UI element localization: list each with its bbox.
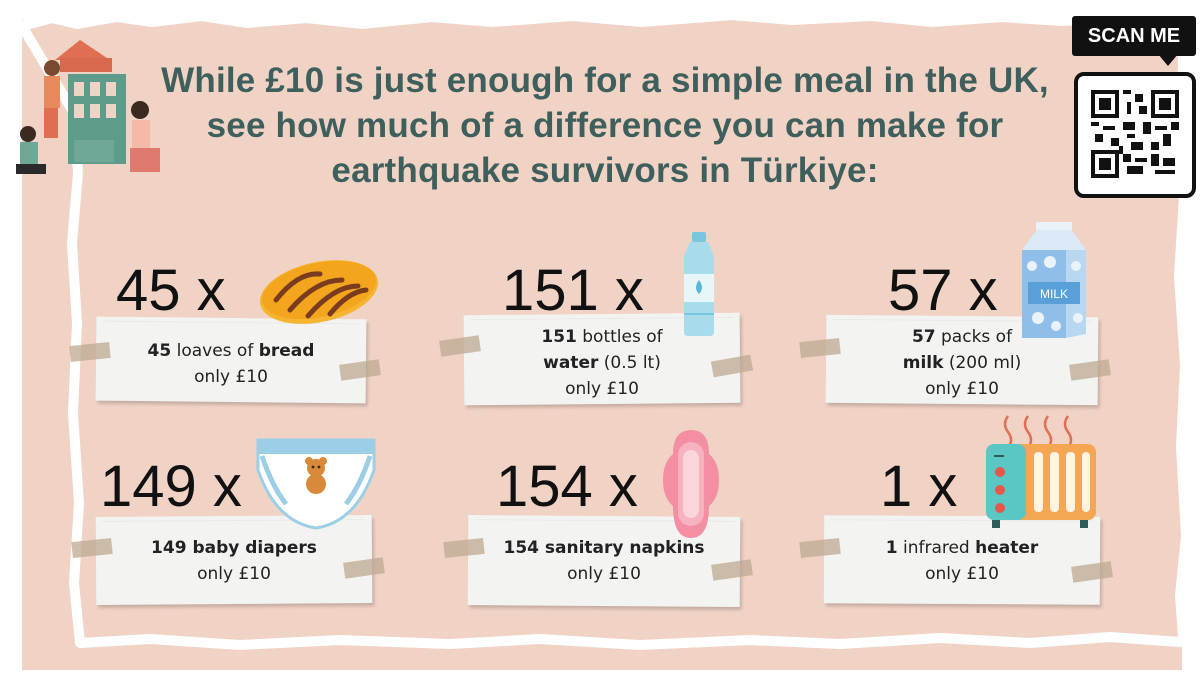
item-price: only £10	[197, 564, 271, 584]
item-text: infrared	[897, 538, 976, 558]
item-count: 151 x	[502, 258, 644, 323]
item-description: 149 baby diapers only £10	[96, 535, 372, 587]
item-count: 57 x	[888, 258, 998, 323]
milk-carton-label: MILK	[1040, 287, 1068, 301]
headline-line-3: earthquake survivors in Türkiye:	[331, 151, 879, 190]
item-count: 45 x	[116, 258, 226, 323]
item-number: 57	[911, 327, 936, 347]
qr-code[interactable]	[1074, 72, 1196, 198]
item-detail: (0.5 lt)	[598, 353, 661, 373]
item-price: only £10	[925, 379, 999, 399]
item-text: 149 baby diapers	[151, 538, 317, 558]
item-description: 154 sanitary napkins only £10	[468, 535, 740, 587]
item-price: only £10	[565, 379, 639, 399]
qr-code-icon	[1091, 90, 1179, 178]
item-count: 149 x	[100, 454, 242, 519]
bread-icon	[259, 260, 379, 324]
builders-illustration	[16, 40, 160, 174]
item-description: 57 packs of milk (200 ml) only £10	[826, 324, 1098, 402]
item-text: 154 sanitary napkins	[503, 538, 705, 558]
item-text: packs of	[935, 327, 1013, 347]
item-name: milk	[902, 353, 944, 373]
item-detail: (200 ml)	[943, 353, 1022, 373]
item-price: only £10	[194, 367, 268, 387]
headline-line-1: While £10 is just enough for a simple me…	[161, 61, 1049, 100]
item-number: 151	[541, 327, 577, 347]
water-bottle-icon	[684, 232, 714, 336]
item-description: 151 bottles of water (0.5 lt) only £10	[464, 324, 740, 402]
diaper-icon	[256, 438, 376, 530]
item-number: 45	[147, 341, 172, 361]
item-text: bottles of	[576, 327, 663, 347]
item-price: only £10	[925, 564, 999, 584]
item-count: 154 x	[496, 454, 638, 519]
milk-carton-icon: MILK	[1022, 222, 1086, 338]
item-price: only £10	[567, 564, 641, 584]
sanitary-pad-icon	[663, 430, 719, 538]
item-name: heater	[975, 538, 1039, 558]
item-name: water	[543, 353, 599, 373]
scan-me-pointer	[1158, 54, 1178, 66]
item-number: 1	[885, 538, 898, 558]
item-description: 45 loaves of bread only £10	[96, 338, 366, 390]
item-text: loaves of	[171, 341, 259, 361]
heater-icon	[986, 415, 1096, 528]
item-description: 1 infrared heater only £10	[824, 535, 1100, 587]
item-count: 1 x	[880, 454, 958, 519]
headline: While £10 is just enough for a simple me…	[150, 58, 1060, 193]
scan-me-label: SCAN ME	[1072, 16, 1196, 56]
headline-line-2: see how much of a difference you can mak…	[206, 106, 1004, 145]
item-name: bread	[258, 341, 315, 361]
